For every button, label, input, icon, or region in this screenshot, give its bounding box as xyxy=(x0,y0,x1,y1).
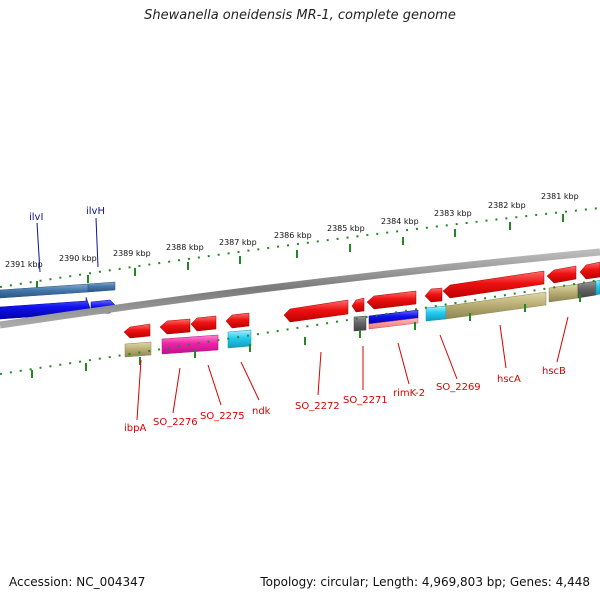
so2269-gene[interactable] xyxy=(424,287,443,303)
outer-tick-ring xyxy=(0,207,600,289)
so2271-feature[interactable] xyxy=(353,315,367,332)
accession-text: Accession: NC_004347 xyxy=(9,575,146,589)
ilvI-feature[interactable] xyxy=(0,283,89,299)
kbp-label-2383: 2383 kbp xyxy=(434,209,472,218)
kbp-label-2384: 2384 kbp xyxy=(381,217,419,226)
kbp-label-2386: 2386 kbp xyxy=(274,231,312,240)
gene-label-so2275: SO_2275 xyxy=(200,411,245,422)
kbp-label-2390: 2390 kbp xyxy=(59,254,97,263)
gene-label-rimK2: rimK-2 xyxy=(393,388,425,399)
hscA-feature[interactable] xyxy=(445,291,547,320)
reverse-strand-track xyxy=(123,261,600,358)
inner-tick-ring xyxy=(0,279,600,378)
ndk-gene[interactable] xyxy=(225,312,250,329)
gene-label-hscA: hscA xyxy=(497,374,521,385)
map-title: Shewanella oneidensis MR-1, complete gen… xyxy=(144,8,456,23)
hscB-gene[interactable] xyxy=(546,265,577,284)
so2275-gene[interactable] xyxy=(190,315,217,332)
kbp-label-2382: 2382 kbp xyxy=(488,201,526,210)
ibpA-gene[interactable] xyxy=(123,323,151,339)
ibpA-feature[interactable] xyxy=(124,341,152,358)
label-leaders xyxy=(36,217,569,421)
gene-label-ibpA: ibpA xyxy=(124,423,146,434)
gene-label-hscB: hscB xyxy=(542,366,566,377)
ndk-feature[interactable] xyxy=(227,329,252,349)
so2271-gene[interactable] xyxy=(351,297,365,313)
hscA-gene[interactable] xyxy=(442,270,545,299)
edge-gene-red[interactable] xyxy=(579,261,600,280)
gene-labels: ilvI ilvH ibpA SO_2276 SO_2275 ndk SO_22… xyxy=(29,206,566,434)
kbp-labels: 2391 kbp 2390 kbp 2389 kbp 2388 kbp 2387… xyxy=(5,192,579,269)
kbp-label-2388: 2388 kbp xyxy=(166,243,204,252)
gene-label-so2271: SO_2271 xyxy=(343,395,388,406)
kbp-label-2389: 2389 kbp xyxy=(113,249,151,258)
so2269-feature[interactable] xyxy=(425,305,447,322)
kbp-label-2385: 2385 kbp xyxy=(327,224,365,233)
gene-label-ilvI: ilvI xyxy=(29,212,43,223)
so2276-gene[interactable] xyxy=(159,318,191,335)
rimK2-feature-pink[interactable] xyxy=(368,317,419,330)
gene-label-so2276: SO_2276 xyxy=(153,417,198,428)
so2276-feature[interactable] xyxy=(161,334,219,355)
kbp-label-2381: 2381 kbp xyxy=(541,192,579,201)
rimK2-gene[interactable] xyxy=(366,290,417,310)
kbp-label-2387: 2387 kbp xyxy=(219,238,257,247)
ilvH-feature[interactable] xyxy=(87,281,116,293)
gene-label-so2269: SO_2269 xyxy=(436,382,481,393)
so2272-gene[interactable] xyxy=(283,299,349,323)
edge-feature-cyan[interactable] xyxy=(595,279,600,296)
gene-label-ndk: ndk xyxy=(252,406,271,417)
genome-backbone xyxy=(0,248,600,329)
gene-label-so2272: SO_2272 xyxy=(295,401,340,412)
gene-label-ilvH: ilvH xyxy=(86,206,105,217)
genome-summary-text: Topology: circular; Length: 4,969,803 bp… xyxy=(260,575,590,589)
kbp-label-2391: 2391 kbp xyxy=(5,260,43,269)
